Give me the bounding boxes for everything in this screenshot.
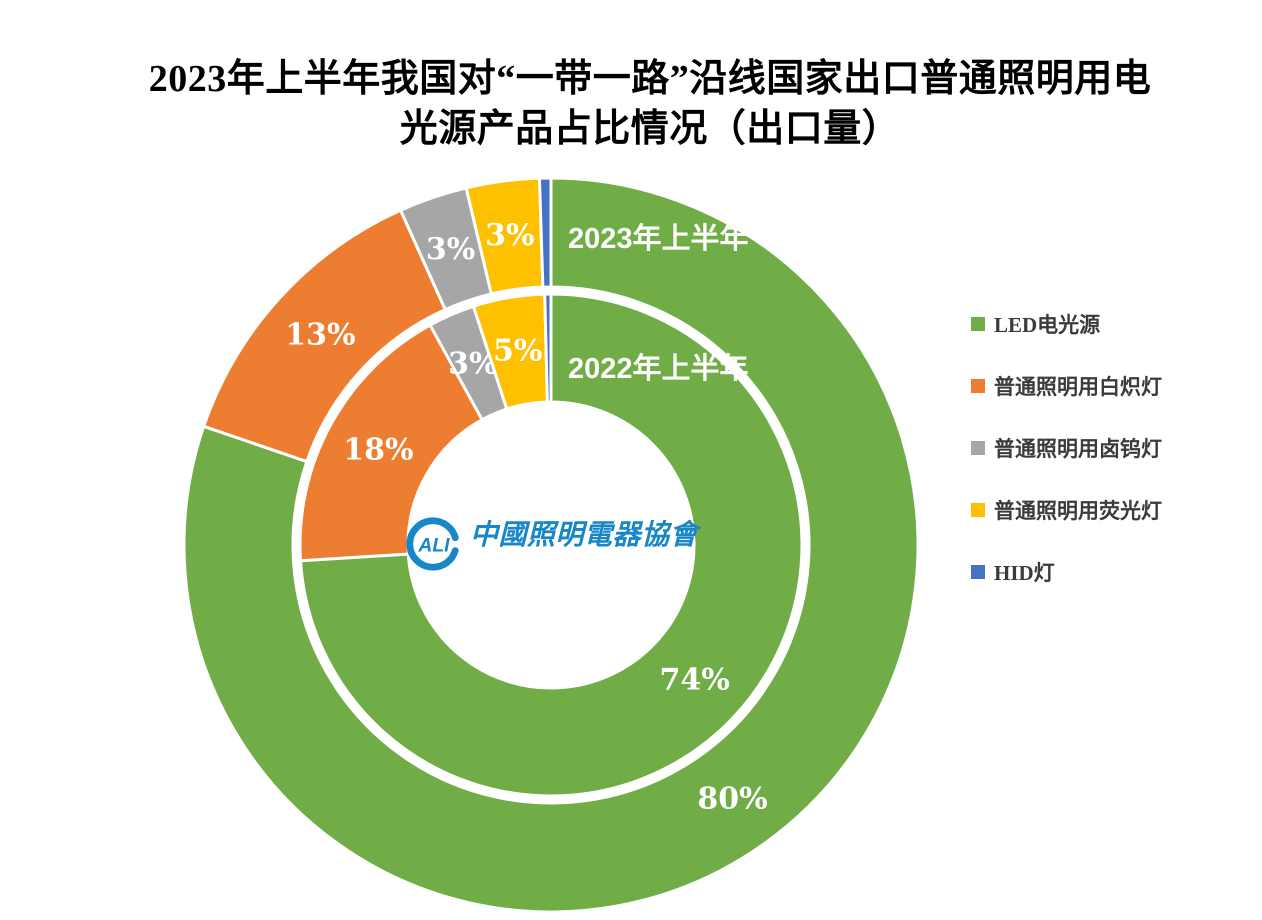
data-label-2023年上半年-LED电光源: 80% xyxy=(697,781,767,816)
chart-title-line1: 2023年上半年我国对“一带一路”沿线国家出口普通照明用电 xyxy=(148,58,1152,100)
data-label-2023年上半年-普通照明用荧光灯: 3% xyxy=(485,218,534,253)
donut-slice-2023年上半年-LED电光源 xyxy=(182,176,920,914)
ring-label-2022年上半年: 2022年上半年 xyxy=(568,351,749,385)
legend-item-0: LED电光源 xyxy=(971,293,1162,355)
legend-label: 普通照明用卤钨灯 xyxy=(994,437,1162,461)
legend-label: LED电光源 xyxy=(994,313,1101,337)
cali-logo-mark-text: ALI xyxy=(417,535,450,556)
chart-title: 2023年上半年我国对“一带一路”沿线国家出口普通照明用电 光源产品占比情况（出… xyxy=(19,54,1262,154)
cali-logo-name: 中國照明電器協會 xyxy=(470,520,699,551)
legend-swatch-icon xyxy=(971,379,985,393)
legend: LED电光源普通照明用白炽灯 普通照明用卤钨灯 普通照明用荧光灯 HID灯 xyxy=(971,293,1162,603)
legend-item-3: 普通照明用荧光灯 xyxy=(971,479,1162,541)
legend-swatch-icon xyxy=(971,441,985,455)
legend-item-4: HID灯 xyxy=(971,541,1162,603)
legend-item-1: 普通照明用白炽灯 xyxy=(971,355,1162,417)
legend-item-2: 普通照明用卤钨灯 xyxy=(971,417,1162,479)
legend-swatch-icon xyxy=(971,503,985,517)
donut-slice-2023年上半年-HID灯 xyxy=(537,176,553,289)
donut-slice-2022年上半年-HID灯 xyxy=(543,292,553,404)
ring-label-2023年上半年: 2023年上半年 xyxy=(568,221,749,255)
data-label-2022年上半年-LED电光源: 74% xyxy=(659,662,729,697)
data-label-2023年上半年-普通照明用卤钨灯: 3% xyxy=(426,232,475,267)
legend-label: 普通照明用白炽灯 xyxy=(994,375,1162,399)
data-label-2022年上半年-普通照明用白炽灯: 18% xyxy=(343,433,413,468)
donut-slice-2022年上半年-LED电光源 xyxy=(298,292,804,798)
legend-swatch-icon xyxy=(971,565,985,579)
chart-title-line2: 光源产品占比情况（出口量） xyxy=(399,108,901,150)
legend-label: HID灯 xyxy=(994,561,1055,585)
data-label-2023年上半年-普通照明用白炽灯: 13% xyxy=(285,317,355,352)
cali-logo-mark-icon: ALI xyxy=(406,517,460,571)
legend-swatch-icon xyxy=(971,317,985,331)
cali-logo: ALI 中國照明電器協會 xyxy=(404,504,698,573)
data-label-2022年上半年-普通照明用荧光灯: 5% xyxy=(493,333,542,368)
legend-label: 普通照明用荧光灯 xyxy=(994,499,1162,523)
donut-slice-2022年上半年-普通照明用白炽灯 xyxy=(298,323,485,563)
